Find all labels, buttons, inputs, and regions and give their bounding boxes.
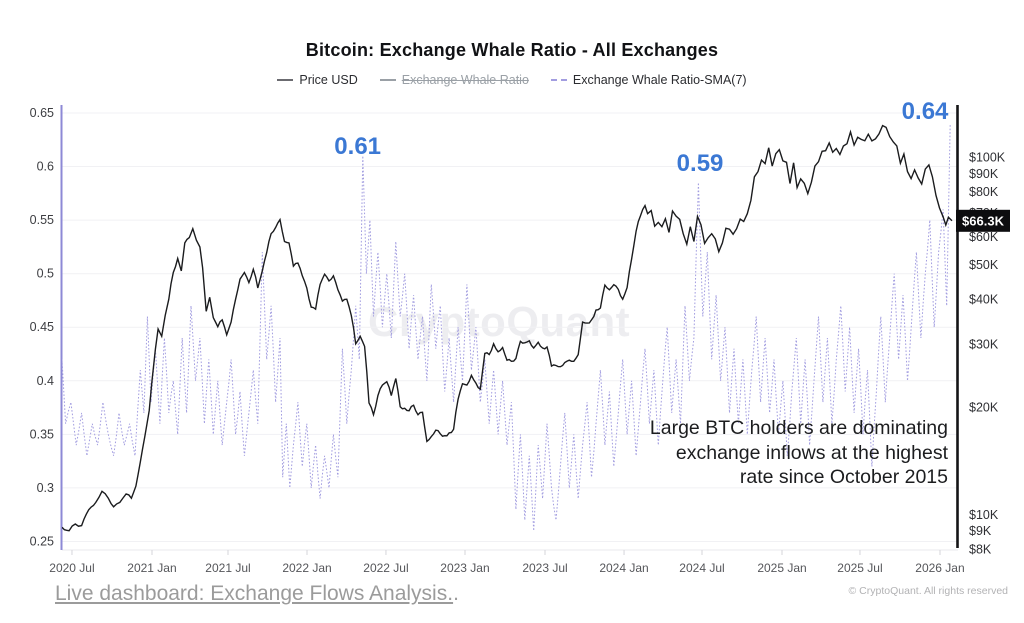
right-tick-label: $8K [969,543,992,557]
x-tick-label: 2021 Jul [205,561,250,575]
left-tick-label: 0.55 [30,213,54,227]
price-line-swatch-icon [277,79,294,81]
right-tick-label: $80K [969,185,999,199]
live-dashboard-link[interactable]: Live dashboard: Exchange Flows Analysis. [55,582,454,605]
x-tick-label: 2025 Jan [757,561,806,575]
x-tick-label: 2023 Jan [440,561,489,575]
x-tick-label: 2022 Jul [363,561,408,575]
legend: Price USD Exchange Whale Ratio Exchange … [0,73,1024,87]
x-tick-label: 2022 Jan [282,561,331,575]
right-tick-label: $9K [969,524,992,538]
current-price-badge [956,209,1010,232]
x-tick-label: 2026 Jan [915,561,964,575]
legend-item-whale-ratio-sma[interactable]: Exchange Whale Ratio-SMA(7) [550,73,747,87]
price-line-series [62,124,953,532]
right-tick-label: $20K [969,400,999,414]
left-tick-label: 0.45 [30,320,54,334]
left-tick-label: 0.65 [30,106,54,120]
right-tick-label: $60K [969,230,999,244]
note-line: rate since October 2015 [739,466,948,488]
left-tick-label: 0.6 [37,160,54,174]
live-dashboard-link-wrap: Live dashboard: Exchange Flows Analysis.… [55,582,459,606]
left-tick-label: 0.3 [37,481,54,495]
note-line: Large BTC holders are dominating [649,417,948,439]
right-tick-label: $90K [969,167,999,181]
sma-line-swatch-icon [550,79,567,81]
whale-ratio-swatch-icon [379,79,396,81]
left-tick-label: 0.25 [30,535,54,549]
annotation-peak-059: 0.59 [676,150,724,178]
annotation-peak-061: 0.61 [334,133,382,161]
left-tick-label: 0.5 [37,267,54,281]
current-price-badge-label: $66.3K [962,213,1005,228]
right-tick-label: $100K [969,151,1006,165]
sma-line-series [62,123,951,531]
x-tick-label: 2025 Jul [837,561,882,575]
x-tick-label: 2020 Jul [49,561,94,575]
link-suffix-dot: . [453,582,459,605]
right-tick-label: $30K [969,337,999,351]
left-tick-label: 0.35 [30,427,54,441]
right-tick-label: $50K [969,258,999,272]
x-tick-label: 2023 Jul [522,561,567,575]
legend-label: Price USD [299,73,358,87]
legend-item-price-usd[interactable]: Price USD [277,73,358,87]
legend-label: Exchange Whale Ratio [401,73,529,87]
right-tick-label: $10K [969,508,999,522]
annotation-peak-064: 0.64 [901,97,949,125]
legend-label: Exchange Whale Ratio-SMA(7) [572,73,747,87]
x-tick-label: 2024 Jul [679,561,724,575]
copyright-text: © CryptoQuant. All rights reserved [848,585,1008,597]
right-tick-label: $40K [969,293,999,307]
note-line: exchange inflows at the highest [675,441,948,464]
legend-item-exchange-whale-ratio[interactable]: Exchange Whale Ratio [379,73,529,87]
page-title: Bitcoin: Exchange Whale Ratio - All Exch… [305,40,719,60]
chart-note: Large BTC holders are dominating exchang… [650,416,948,490]
left-tick-label: 0.4 [37,374,54,388]
x-tick-label: 2024 Jan [599,561,648,575]
x-tick-label: 2021 Jan [127,561,176,575]
